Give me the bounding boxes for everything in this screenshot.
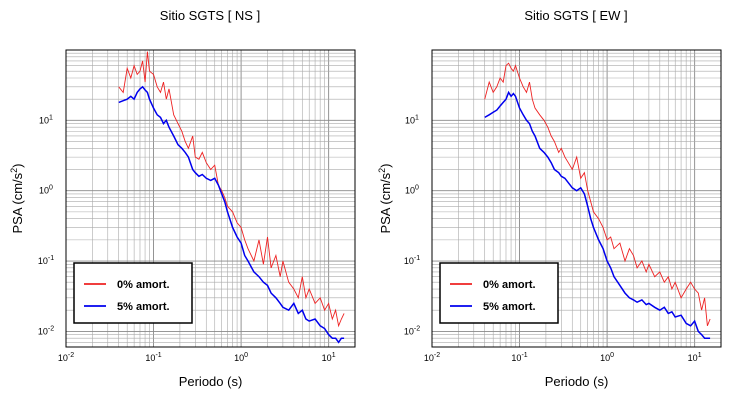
y-tick-label: 10-2 [404, 325, 420, 336]
x-axis-label: Periodo (s) [179, 374, 243, 389]
series-line-0pct [484, 62, 711, 326]
grid [431, 49, 722, 348]
legend-entry-label: 0% amort. [117, 279, 170, 291]
chart-title: Sitio SGTS [ NS ] [160, 8, 260, 23]
x-tick-label: 10-1 [511, 352, 527, 363]
y-tick-label: 100 [405, 185, 419, 196]
x-tick-label: 100 [234, 352, 248, 363]
x-tick-label: 100 [600, 352, 614, 363]
y-tick-label: 101 [39, 114, 53, 125]
chart-panel-1: 10-2 10-1 100 101 10-2 10-1 100 101 Sitio SGTS [… [9, 8, 356, 389]
series-line-5pct [484, 90, 711, 339]
y-tick-label: 10-1 [38, 255, 54, 266]
y-tick-label: 10-1 [404, 255, 420, 266]
x-tick-label: 10-2 [58, 352, 74, 363]
x-tick-label: 10-1 [145, 352, 161, 363]
legend-entry-label: 0% amort. [483, 279, 536, 291]
legend-box [439, 262, 559, 324]
y-tick-label: 101 [405, 114, 419, 125]
y-tick-label: 100 [39, 185, 53, 196]
chart-panel-2: 10-2 10-1 100 101 10-2 10-1 100 101 Sitio SGTS [… [377, 8, 722, 389]
legend: 0% amort. 5% amort. [73, 262, 193, 324]
legend: 0% amort. 5% amort. [439, 262, 559, 324]
plot-frame [65, 49, 356, 348]
x-tick-label: 101 [322, 352, 336, 363]
x-tick-label: 10-2 [424, 352, 440, 363]
y-tick-label: 10-2 [38, 325, 54, 336]
x-axis-label: Periodo (s) [545, 374, 609, 389]
series-line-0pct [118, 51, 345, 328]
legend-box [73, 262, 193, 324]
y-axis-label: PSA (cm/s2) [9, 163, 25, 233]
chart-title: Sitio SGTS [ EW ] [524, 8, 627, 23]
y-axis-label: PSA (cm/s2) [377, 163, 393, 233]
series-line-5pct [118, 85, 345, 344]
legend-entry-label: 5% amort. [117, 301, 170, 313]
legend-entry-label: 5% amort. [483, 301, 536, 313]
x-tick-label: 101 [688, 352, 702, 363]
plot-frame [431, 49, 722, 348]
